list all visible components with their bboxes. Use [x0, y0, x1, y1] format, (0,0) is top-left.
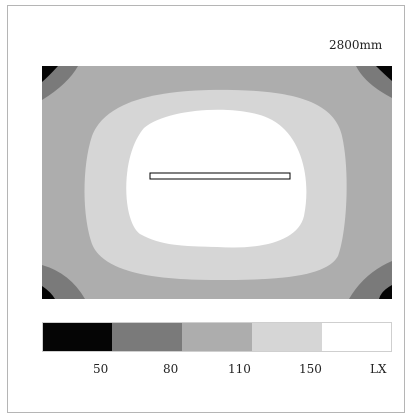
legend-swatch-0: [42, 322, 112, 352]
legend-tick-50: 50: [93, 362, 109, 376]
legend-swatch-2: [182, 322, 252, 352]
legend-outline: [42, 322, 392, 352]
legend-tick-150: 150: [299, 362, 322, 376]
corner-zone-top-right: [376, 66, 392, 81]
corner-zone-bottom-left: [42, 286, 55, 299]
legend-swatch-4: [322, 322, 392, 352]
corner-zone-top-left: [42, 66, 58, 82]
corner-zone-bottom-right: [379, 285, 392, 299]
legend-bar: [42, 322, 392, 352]
light-fixture: [149, 172, 291, 180]
illuminance-map: [42, 66, 392, 299]
dimension-label: 2800mm: [329, 38, 383, 52]
legend-unit-label: LX: [370, 362, 387, 376]
legend-tick-110: 110: [228, 362, 251, 376]
legend-swatch-1: [112, 322, 182, 352]
legend-swatch-3: [252, 322, 322, 352]
legend-tick-80: 80: [163, 362, 179, 376]
chart-frame: [7, 5, 405, 413]
